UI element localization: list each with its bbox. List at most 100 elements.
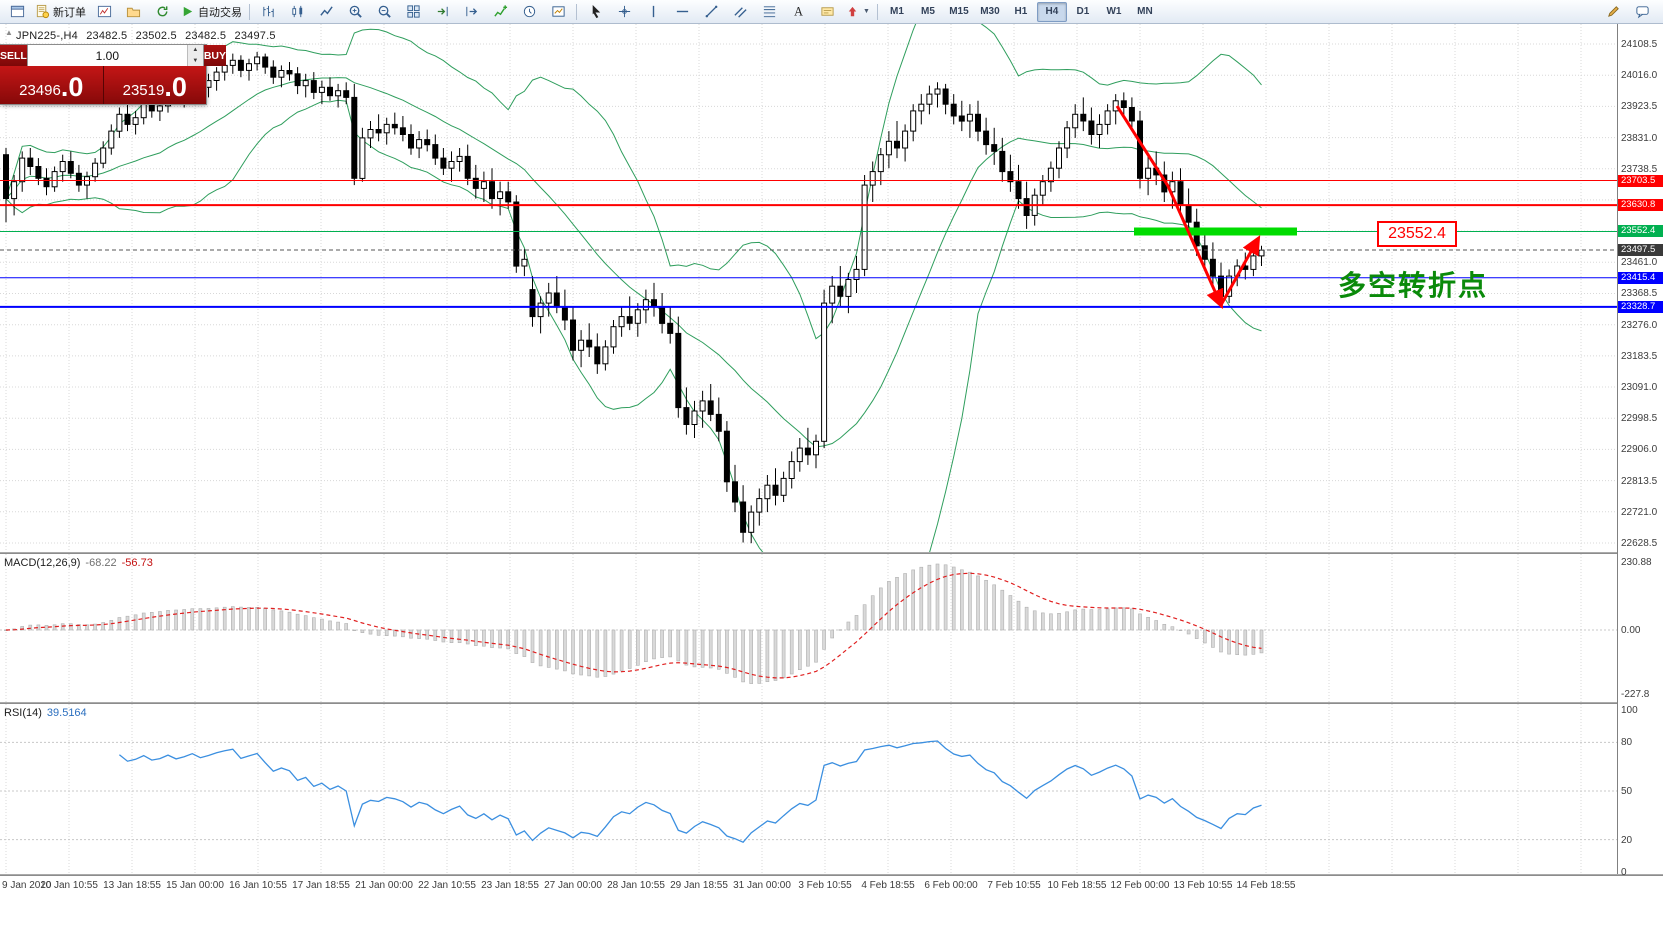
new-order-icon — [36, 4, 50, 19]
time-axis-label: 7 Feb 10:55 — [987, 880, 1041, 891]
cursor-button[interactable] — [581, 1, 609, 23]
price-badge: 23328.7 — [1618, 300, 1663, 313]
timeframe-toolbar: M1 M5 M15 M30 H1 H4 D1 W1 MN — [882, 1, 1160, 22]
time-axis-label: 12 Feb 00:00 — [1110, 880, 1170, 891]
cursor-icon — [592, 4, 600, 19]
price-axis[interactable]: 22628.5 22721.0 22813.5 22906.0 22998.5 23091… — [1617, 24, 1663, 878]
price-chart-canvas[interactable] — [0, 24, 1617, 552]
toolbar-separator — [876, 3, 878, 20]
sell-price-display[interactable]: 23496 .0 — [0, 66, 104, 104]
macd-panel-divider[interactable] — [0, 552, 1663, 554]
refresh-button[interactable] — [148, 1, 176, 23]
price-axis-label: 23461.0 — [1621, 257, 1658, 269]
time-axis-label: 27 Jan 00:00 — [544, 880, 602, 891]
trendline-button[interactable] — [697, 1, 725, 23]
macd-axis-label: -227.8 — [1621, 689, 1650, 700]
time-axis-label: 10 Jan 10:55 — [40, 880, 98, 891]
chart-window-button[interactable] — [90, 1, 118, 23]
tile-windows-icon — [406, 5, 420, 18]
volume-input[interactable] — [27, 45, 187, 66]
channel-button[interactable] — [726, 1, 754, 23]
timeframe-M5[interactable]: M5 — [920, 6, 935, 17]
time-axis-divider[interactable] — [0, 874, 1663, 876]
time-axis-label: 22 Jan 10:55 — [418, 880, 476, 891]
candlestick-chart-icon — [291, 5, 302, 18]
zoom-out-icon — [378, 5, 391, 18]
timeframe-W1[interactable]: W1 — [1106, 6, 1122, 17]
sell-button[interactable]: SELL — [0, 45, 27, 66]
trendline-icon — [705, 5, 717, 18]
auto-scroll-button[interactable] — [428, 1, 456, 23]
candlestick-chart-button[interactable] — [283, 1, 311, 23]
ohlc-close: 23497.5 — [234, 30, 276, 42]
window-button[interactable] — [3, 1, 31, 23]
rsi-chart-canvas[interactable] — [0, 704, 1617, 874]
zoom-out-button[interactable] — [370, 1, 398, 23]
price-axis-label: 23738.5 — [1621, 163, 1658, 175]
timeframe-H1[interactable]: H1 — [1014, 6, 1028, 17]
timeframe-H4[interactable]: H4 — [1036, 1, 1067, 22]
chart-shift-icon — [465, 6, 477, 17]
zoom-in-button[interactable] — [341, 1, 369, 23]
crosshair-icon — [618, 5, 630, 18]
ohlc-low: 23482.5 — [185, 30, 227, 42]
fibonacci-button[interactable] — [755, 1, 783, 23]
macd-axis-label: 230.88 — [1621, 557, 1652, 568]
price-axis-label: 24016.0 — [1621, 70, 1658, 82]
time-axis-label: 21 Jan 00:00 — [355, 880, 413, 891]
rsi-axis-label: 100 — [1621, 705, 1638, 716]
timeframe-M1[interactable]: M1 — [889, 6, 904, 17]
chart-symbol-ohlc: JPN225-,H4 23482.5 23502.5 23482.5 23497… — [16, 30, 281, 42]
time-axis-label: 16 Jan 10:55 — [229, 880, 287, 891]
timeframe-M15[interactable]: M15 — [949, 6, 969, 17]
window-icon — [10, 5, 24, 18]
bar-chart-button[interactable] — [254, 1, 282, 23]
crosshair-button[interactable] — [610, 1, 638, 23]
time-axis[interactable]: 9 Jan 2020 10 Jan 10:55 13 Jan 18:55 15 Jan… — [0, 876, 1617, 946]
price-badge: 23630.8 — [1618, 199, 1663, 212]
buy-button[interactable]: BUY — [203, 45, 227, 66]
text-button[interactable]: A — [784, 1, 812, 23]
volume-up-button[interactable]: ▲ — [187, 45, 203, 56]
timeframe-M30[interactable]: M30 — [980, 6, 1000, 17]
line-chart-button[interactable] — [312, 1, 340, 23]
channel-icon — [733, 7, 747, 18]
buy-price-display[interactable]: 23519 .0 — [103, 66, 206, 104]
horizontal-line-button[interactable] — [668, 1, 696, 23]
time-axis-label: 9 Jan 2020 — [2, 880, 52, 891]
indicators-button[interactable] — [486, 1, 514, 23]
buy-price-frac: .0 — [164, 72, 187, 102]
price-axis-label: 23368.5 — [1621, 288, 1658, 300]
price-axis-label: 23276.0 — [1621, 319, 1658, 331]
new-order-button[interactable]: 新订单 — [32, 1, 89, 23]
sell-price: 23496 — [19, 82, 61, 99]
indicators-icon — [493, 5, 507, 17]
auto-trading-button[interactable]: 自动交易 — [177, 1, 245, 23]
profiles-button[interactable] — [119, 1, 147, 23]
macd-label: MACD(12,26,9) -68.22 -56.73 — [4, 557, 153, 569]
periods-button[interactable] — [515, 1, 543, 23]
timeframe-MN[interactable]: MN — [1137, 6, 1153, 17]
volume-down-button[interactable]: ▼ — [187, 55, 203, 66]
vertical-line-button[interactable] — [639, 1, 667, 23]
time-axis-label: 4 Feb 18:55 — [861, 880, 915, 891]
arrows-button[interactable]: ▼ — [842, 1, 873, 23]
chart-shift-button[interactable] — [457, 1, 485, 23]
chart-shift-marker[interactable]: ▲ — [5, 28, 13, 37]
time-axis-label: 17 Jan 18:55 — [292, 880, 350, 891]
templates-icon — [551, 6, 565, 17]
periods-icon — [523, 5, 535, 18]
pencil-button[interactable] — [1599, 1, 1627, 23]
toolbar-separator — [249, 3, 250, 20]
chat-button[interactable] — [1628, 1, 1656, 23]
macd-chart-canvas[interactable] — [0, 554, 1617, 702]
text-label-button[interactable] — [813, 1, 841, 23]
rsi-axis-label: 0 — [1621, 867, 1627, 878]
templates-button[interactable] — [544, 1, 572, 23]
price-axis-label: 22721.0 — [1621, 506, 1658, 518]
pencil-icon — [1607, 6, 1619, 17]
rsi-panel-divider[interactable] — [0, 702, 1663, 704]
timeframe-D1[interactable]: D1 — [1076, 6, 1090, 17]
tile-windows-button[interactable] — [399, 1, 427, 23]
